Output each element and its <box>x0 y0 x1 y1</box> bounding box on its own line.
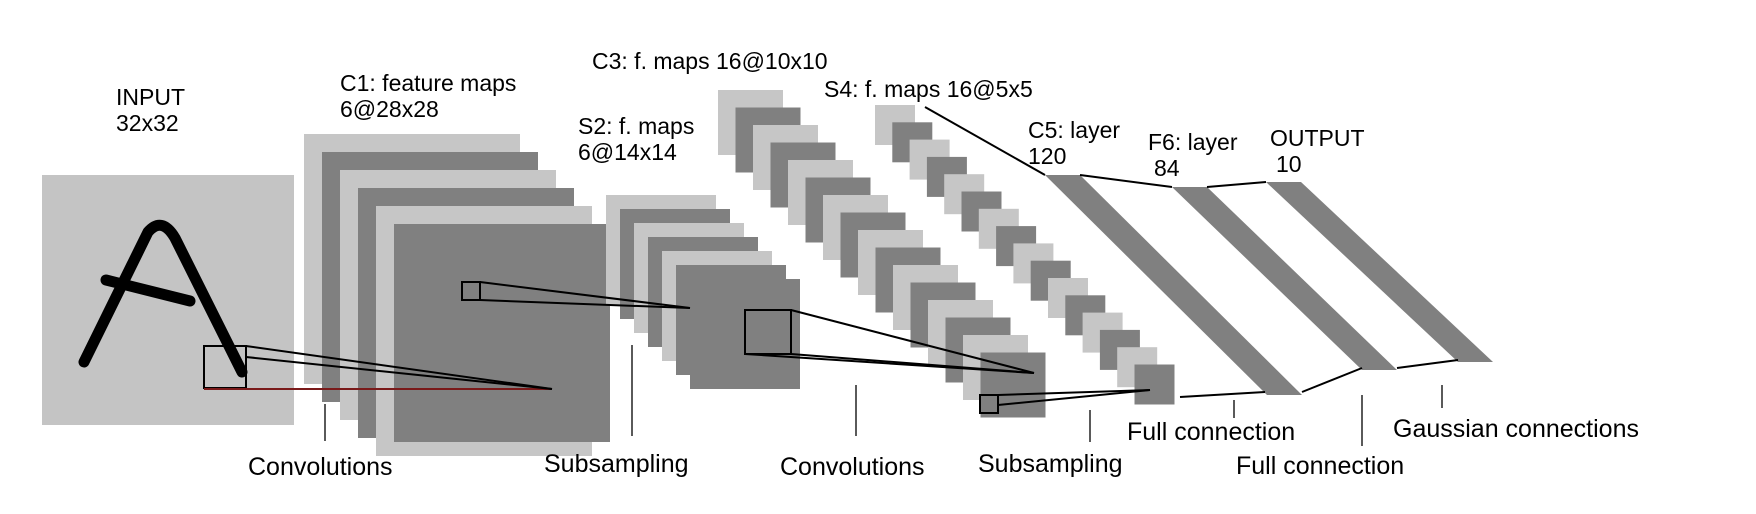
c3-to-s4-line <box>997 389 1151 406</box>
c5-layer-bar <box>1045 175 1302 395</box>
c5-to-f6-full-line <box>1301 367 1363 393</box>
f6-label: F6: layer <box>1148 129 1238 155</box>
s2-label: S2: f. maps <box>578 113 694 139</box>
f6-to-output-full-line <box>1396 359 1459 369</box>
input-to-c1-line <box>245 345 553 390</box>
output-layer-bar <box>1266 182 1493 362</box>
s4-to-c5-line <box>924 106 1046 176</box>
s4-to-c5-full-line <box>1179 391 1266 398</box>
caption-full-connection-2: Full connection <box>1236 452 1404 480</box>
c3-label: C3: f. maps 16@10x10 <box>592 48 828 74</box>
s2-to-c3-line <box>790 309 1035 374</box>
c1-size-label: 6@28x28 <box>340 96 439 122</box>
s2-feature-maps <box>606 195 800 389</box>
s4-feature-maps <box>875 105 1175 405</box>
output-size-label: 10 <box>1276 151 1302 177</box>
f6-size-label: 84 <box>1154 155 1180 181</box>
c3-map <box>980 352 1046 418</box>
input-label: INPUT <box>116 84 185 110</box>
s4-label: S4: f. maps 16@5x5 <box>824 76 1033 102</box>
c5-label: C5: layer <box>1028 117 1120 143</box>
input-letter-a-crossbar <box>100 274 196 307</box>
f6-layer-bar <box>1172 187 1397 370</box>
s2-receptive-box <box>744 309 792 355</box>
c5-size-label: 120 <box>1028 143 1066 169</box>
caption-convolutions-1: Convolutions <box>248 453 393 481</box>
caption-gaussian-connections: Gaussian connections <box>1393 415 1639 443</box>
receptive-field-connections <box>203 106 1459 414</box>
f6-to-output-line <box>1206 181 1267 188</box>
connection-ticks <box>324 345 1443 446</box>
c1-feature-maps <box>304 134 610 456</box>
c1-map <box>394 224 610 442</box>
caption-subsampling-2: Subsampling <box>978 450 1123 478</box>
c3-to-s4-line <box>997 389 1151 396</box>
s2-size-label: 6@14x14 <box>578 139 677 165</box>
input-size-label: 32x32 <box>116 110 179 136</box>
c5-to-f6-line <box>1079 174 1173 188</box>
s4-map <box>1134 364 1175 405</box>
c1-to-s2-line <box>479 299 691 309</box>
c1-receptive-box <box>461 281 481 301</box>
caption-convolutions-2: Convolutions <box>780 453 925 481</box>
caption-full-connection-1: Full connection <box>1127 418 1295 446</box>
caption-subsampling-1: Subsampling <box>544 450 689 478</box>
input-letter-a-stroke <box>78 219 248 378</box>
c1-label: C1: feature maps <box>340 70 516 96</box>
input-to-c1-line <box>245 356 553 390</box>
s2-to-c3-line <box>790 353 1035 374</box>
c1-to-s2-line <box>479 281 691 309</box>
output-label: OUTPUT <box>1270 125 1365 151</box>
